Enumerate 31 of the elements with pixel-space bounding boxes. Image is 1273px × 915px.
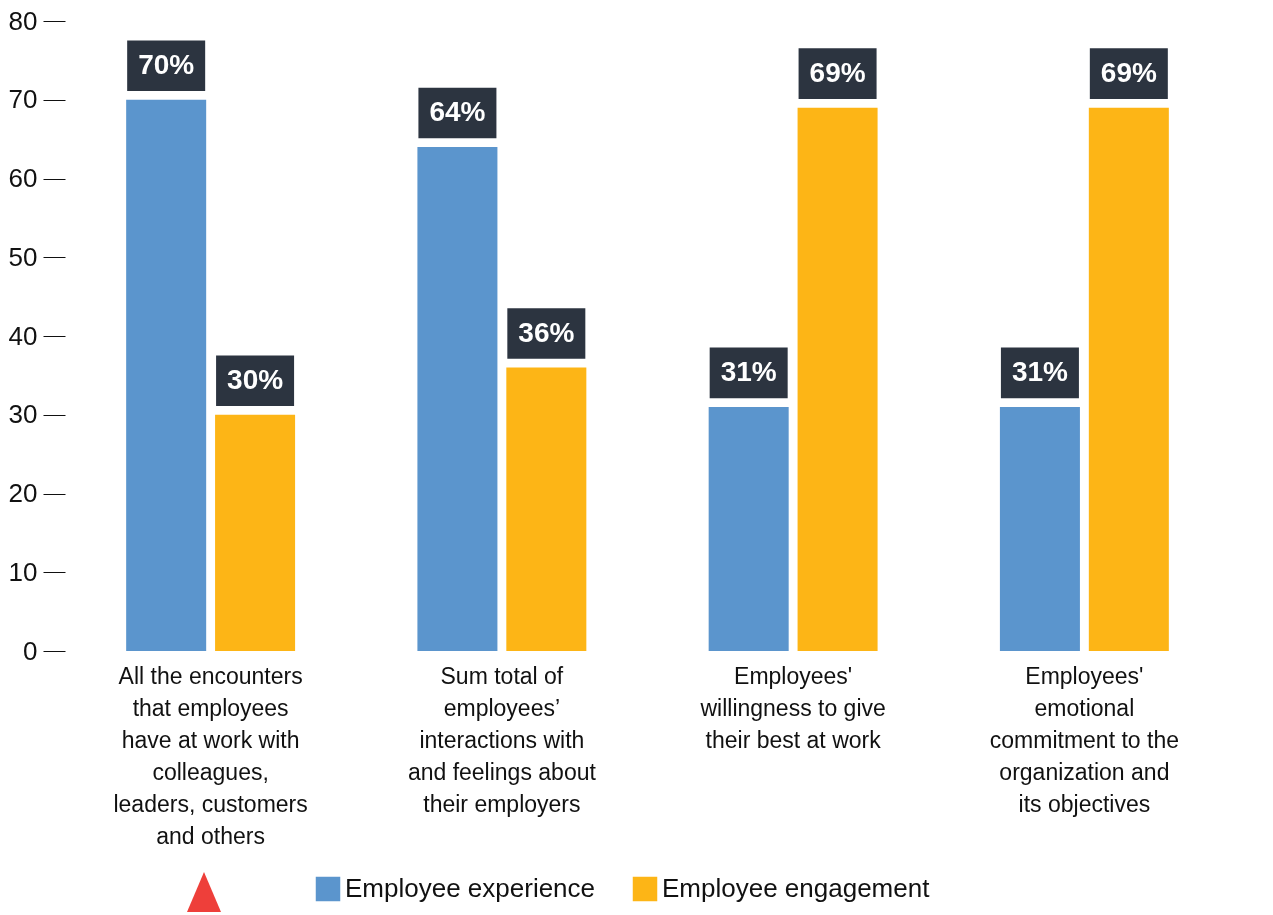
bar [126,99,207,651]
bar [506,367,587,651]
y-tick-label: 30 [8,399,38,430]
x-tick-label: Employees' willingness to give their best at work [699,662,886,753]
bar [417,147,498,651]
y-tick-label: 10 [8,556,38,587]
data-label: 70% [138,48,195,80]
data-label: 31% [720,355,777,387]
y-tick-label: 50 [8,241,38,272]
legend-label: Employee engagement [662,873,931,903]
x-tick-label: Employees' emotional commitment to the organization and its objectives [989,662,1179,817]
y-tick-label: 70 [8,84,38,115]
bar [215,414,296,651]
y-tick-label: 0 [23,635,38,666]
x-tick-label: Sum total of employees’ interactions with and feelings about their employers [407,662,597,817]
data-label: 31% [1011,355,1069,387]
data-label: 30% [227,363,284,395]
y-tick-label: 40 [8,320,38,351]
bar [1088,107,1169,651]
y-tick-label: 20 [8,478,38,508]
y-tick-label: 60 [8,163,38,193]
data-label: 69% [1100,56,1157,88]
x-tick-label: All the encounters that employees have at work with colleagues, leaders, customers and others [113,662,308,849]
bar [708,406,789,651]
legend-label: Employee experience [345,873,596,903]
bar [999,406,1080,651]
data-label: 36% [518,316,575,348]
y-tick-label: 80 [8,5,38,36]
data-label: 64% [429,96,486,127]
bar [797,107,878,651]
data-label: 69% [809,56,866,88]
